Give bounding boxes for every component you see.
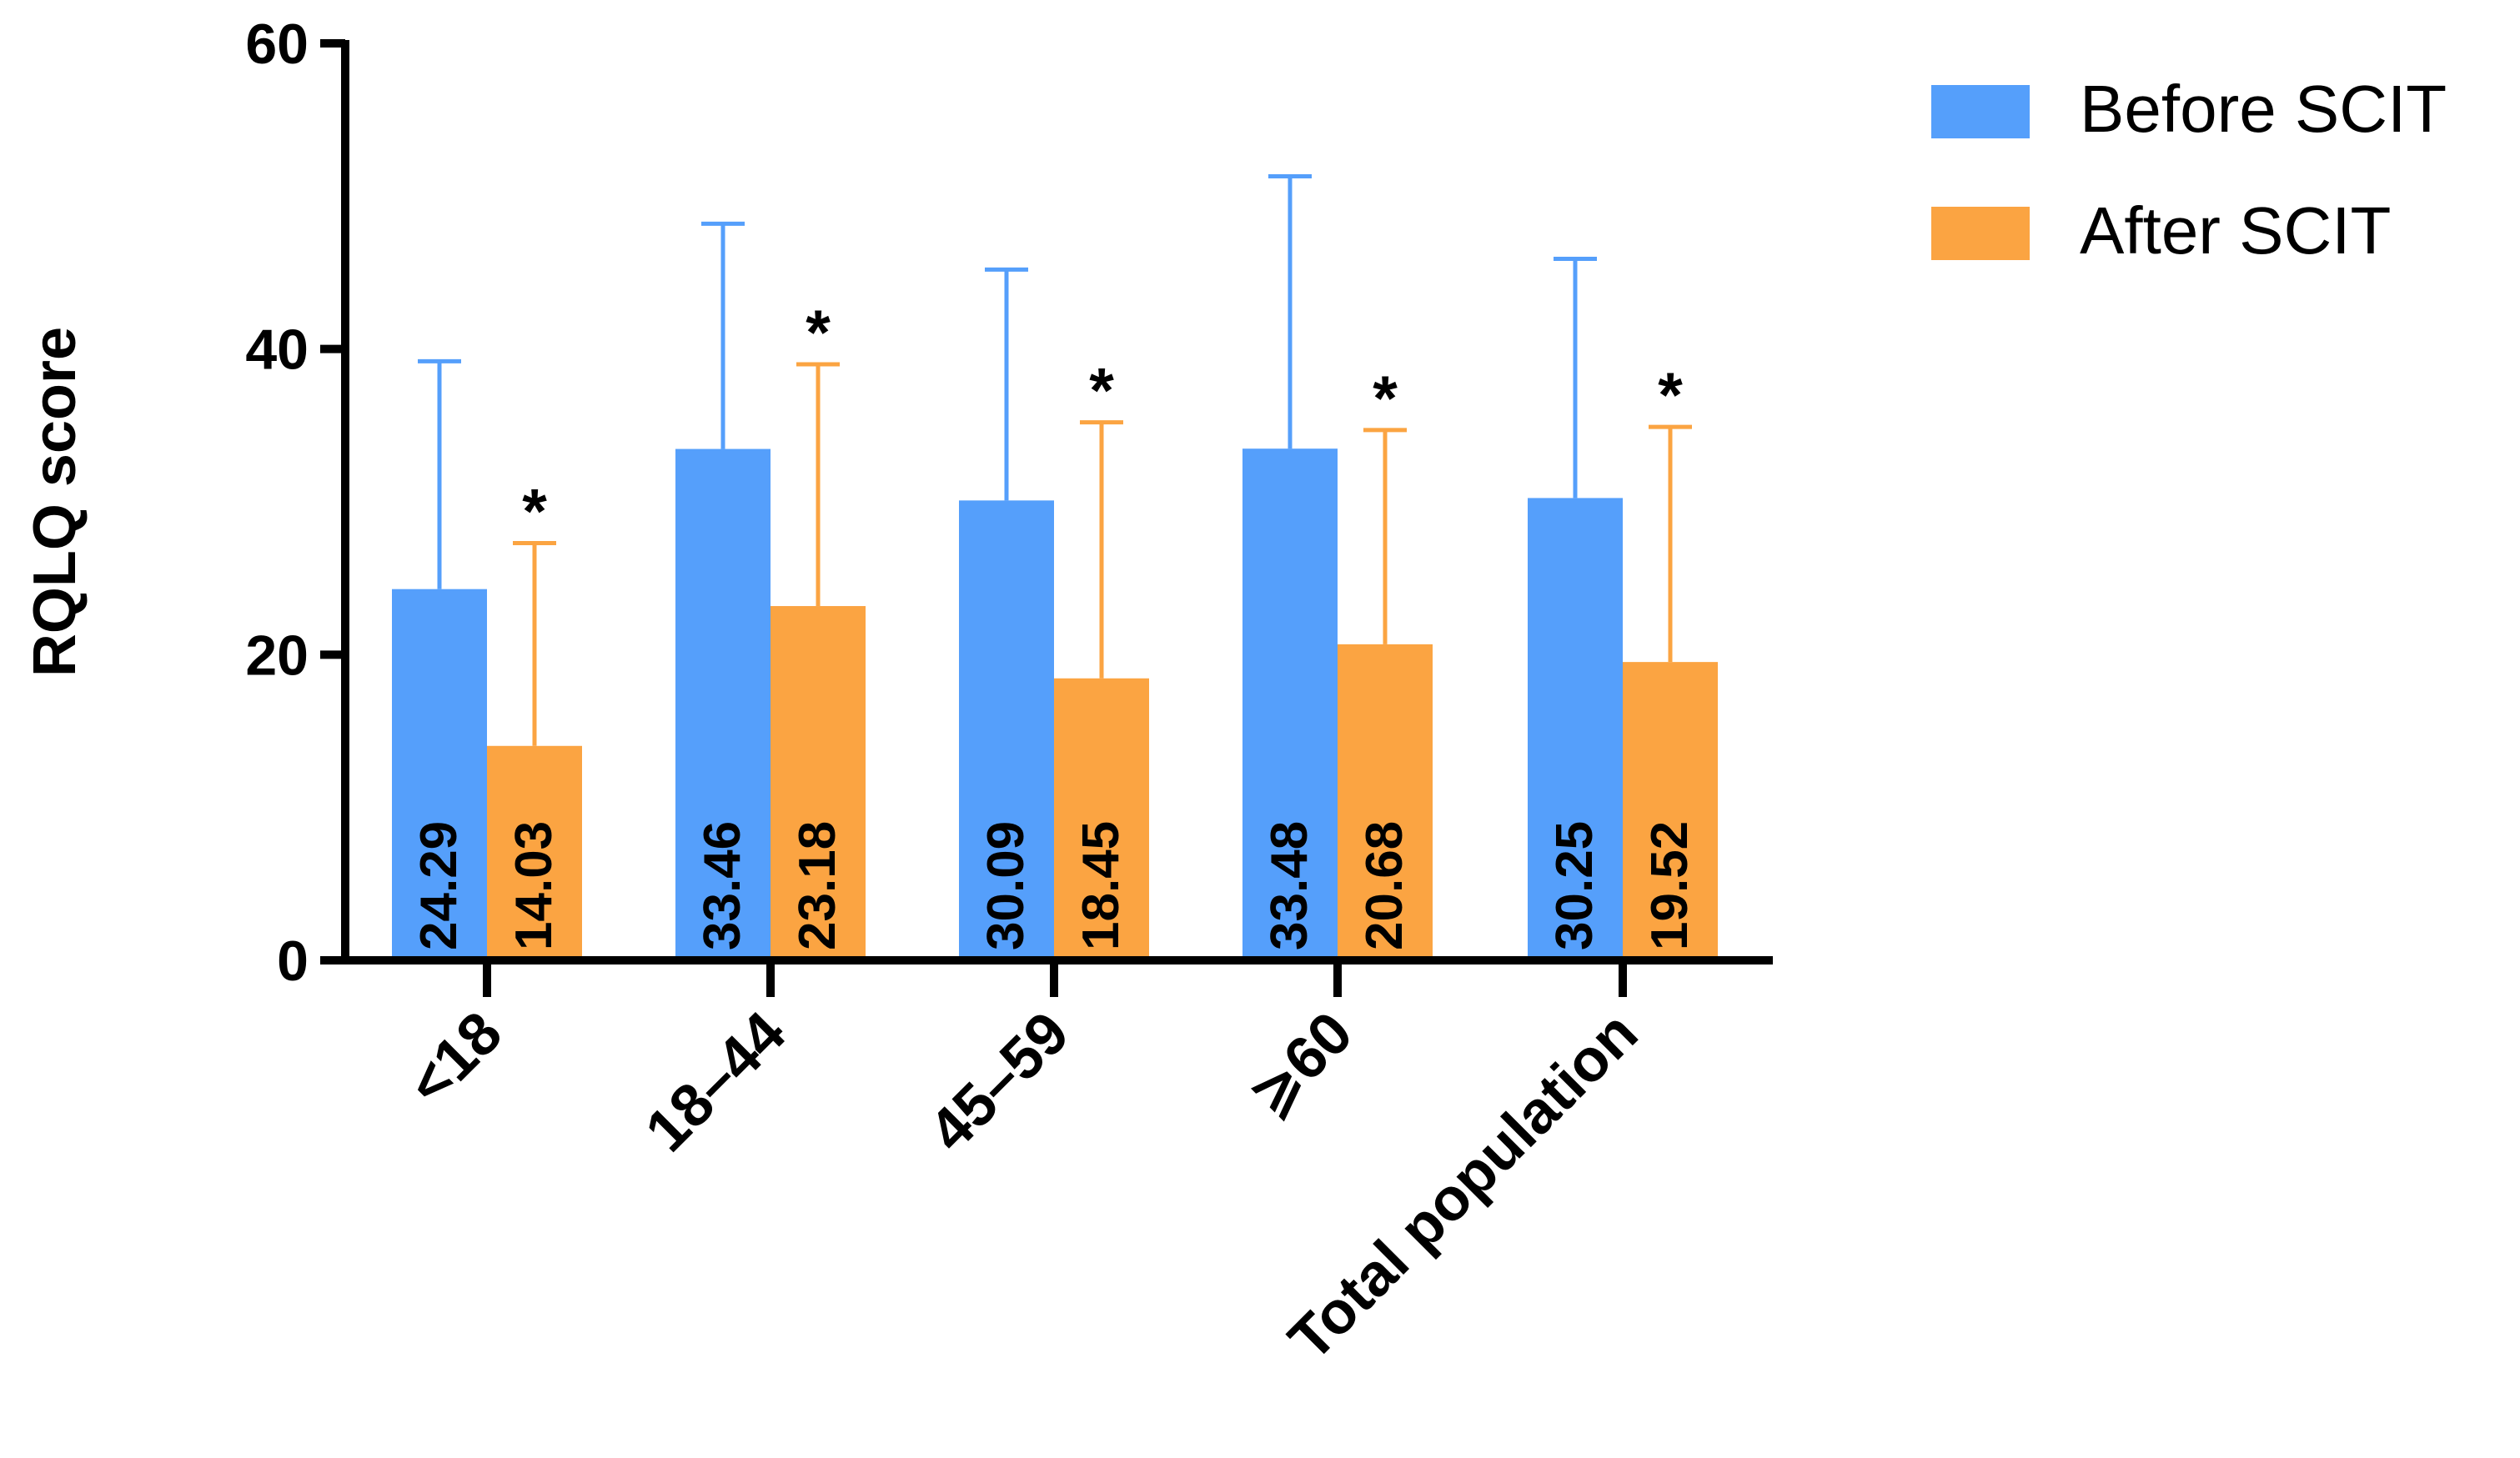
data-label-after: 14.03 <box>505 821 563 950</box>
data-label-after: 18.45 <box>1072 821 1130 950</box>
legend-label-after: After SCIT <box>2080 193 2391 268</box>
data-label-before: 30.25 <box>1546 821 1604 950</box>
bar-before <box>959 500 1054 960</box>
y-tick-label: 40 <box>245 318 309 382</box>
bar-before <box>675 448 771 960</box>
x-tick-label: <18 <box>395 1000 515 1119</box>
data-label-after: 20.68 <box>1356 821 1413 950</box>
bar-before <box>1528 498 1623 960</box>
y-tick-label: 20 <box>245 624 309 687</box>
significance-marker: * <box>806 298 831 368</box>
significance-marker: * <box>1373 363 1398 434</box>
bar-before <box>392 589 487 960</box>
y-tick-label: 60 <box>245 13 309 76</box>
significance-marker: * <box>1089 356 1114 427</box>
bar-after <box>487 745 582 960</box>
legend-swatch-before <box>1931 85 2030 138</box>
legend-label-before: Before SCIT <box>2080 72 2447 146</box>
data-label-before: 30.09 <box>977 821 1035 950</box>
data-label-before: 24.29 <box>410 821 468 950</box>
data-label-after: 23.18 <box>789 821 846 950</box>
bar-after <box>1338 644 1433 960</box>
x-tick-label: 45–59 <box>916 1000 1082 1165</box>
significance-marker: * <box>522 477 547 548</box>
data-label-before: 33.48 <box>1261 821 1318 950</box>
bar-after <box>1623 662 1718 960</box>
x-tick-label: ⩾60 <box>1235 1000 1365 1130</box>
data-label-before: 33.46 <box>694 821 751 950</box>
y-axis-title: RQLQ score <box>22 327 88 677</box>
legend-swatch-after <box>1931 207 2030 260</box>
y-tick-label: 0 <box>277 929 309 993</box>
bar-before <box>1242 448 1338 960</box>
bar-after <box>1054 678 1149 960</box>
bar-after <box>771 606 866 960</box>
data-label-after: 19.52 <box>1641 821 1699 950</box>
significance-marker: * <box>1658 360 1683 431</box>
x-tick-label: 18–44 <box>633 1000 798 1165</box>
